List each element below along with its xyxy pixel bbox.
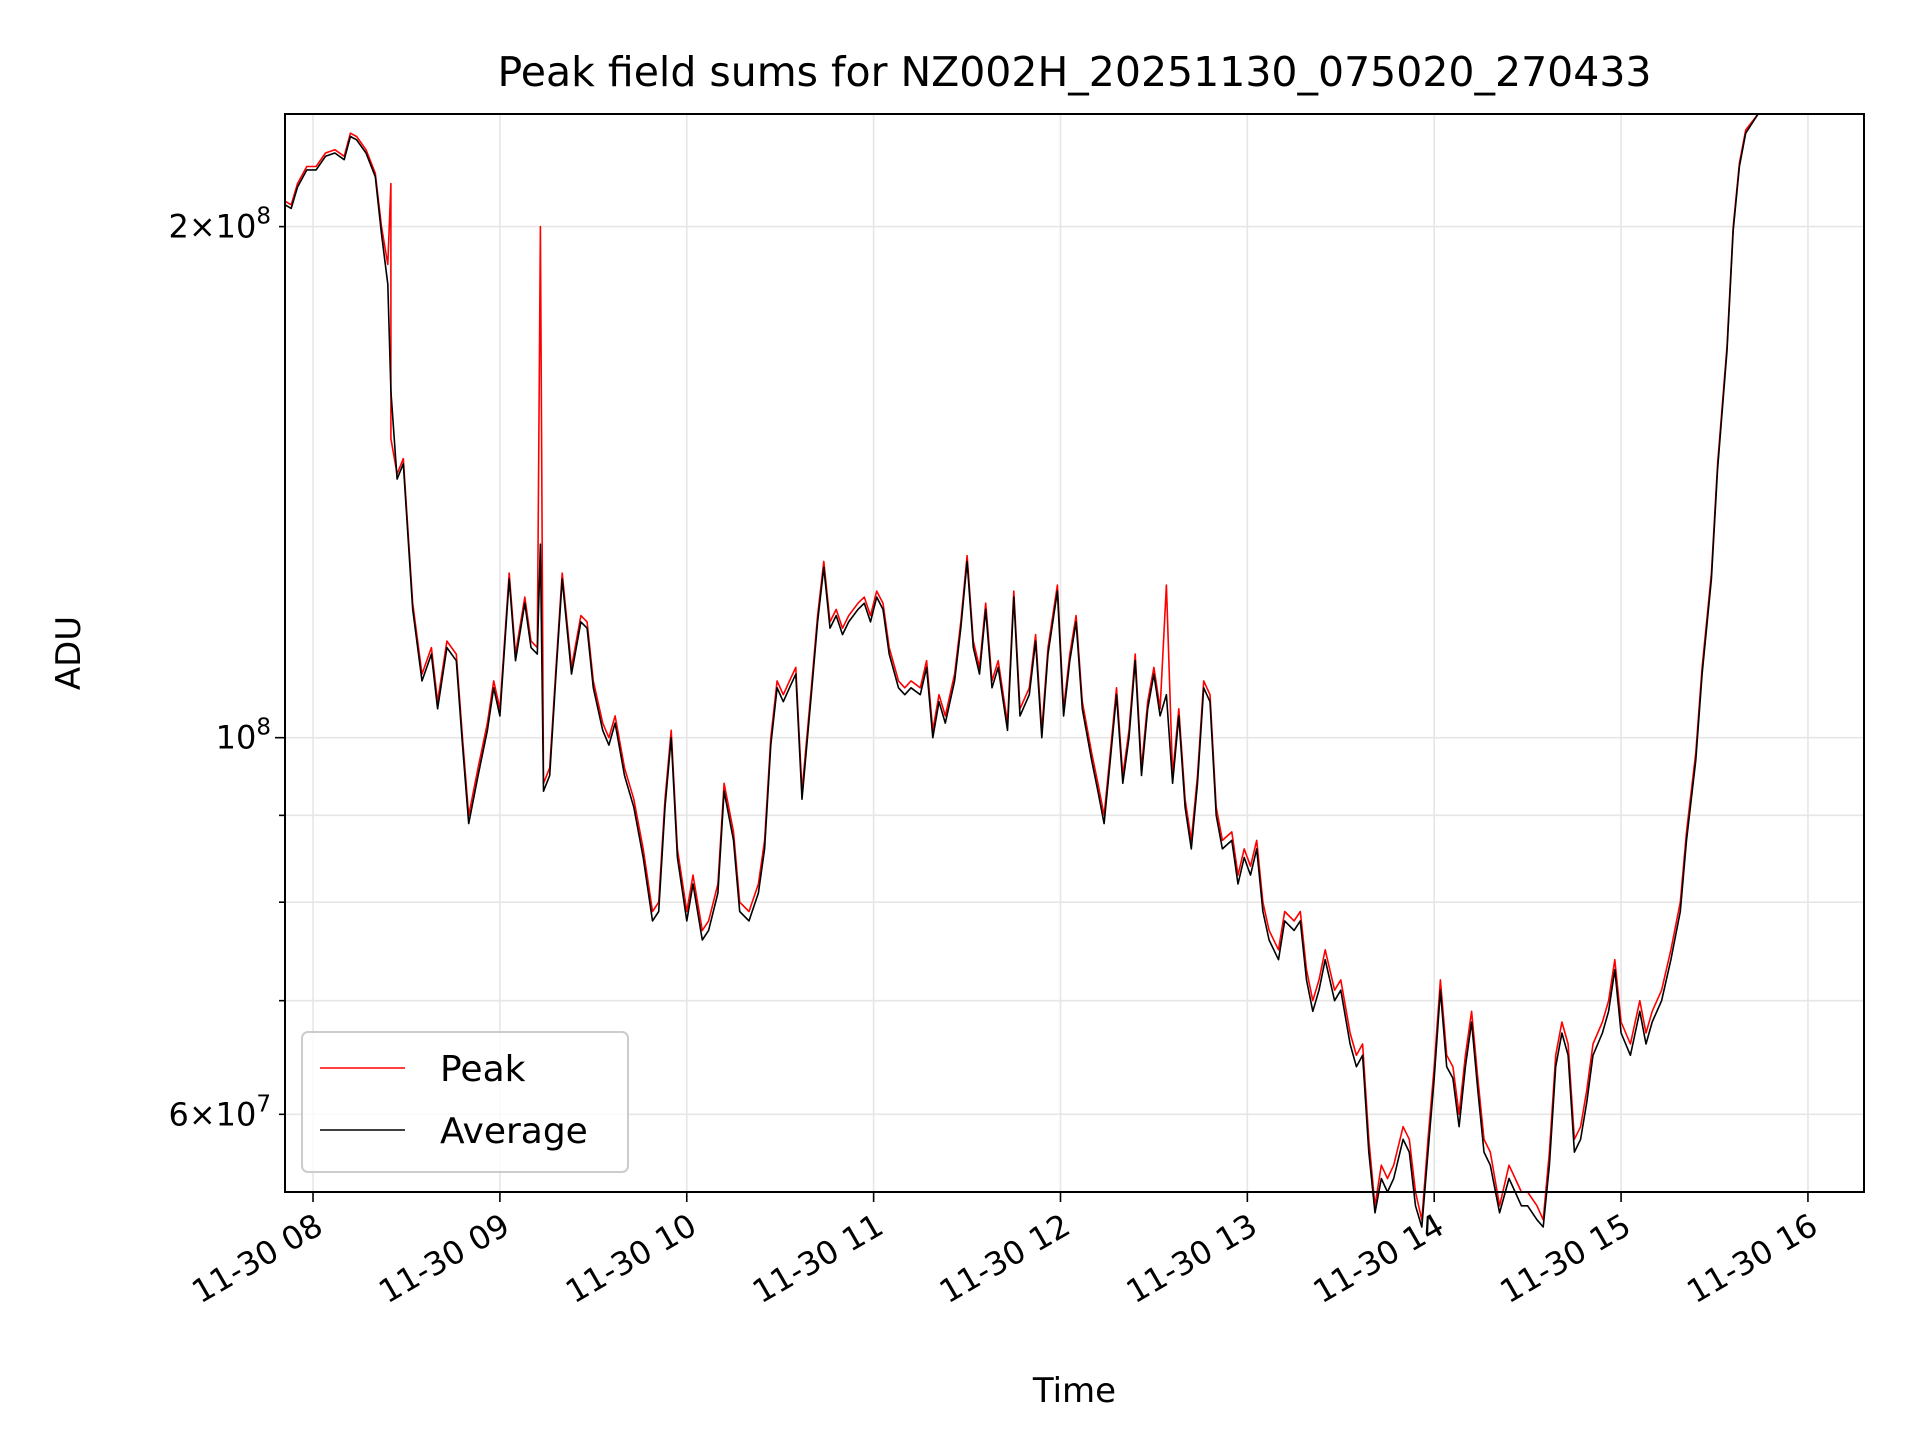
y-tick-exponent: 8 [256,204,271,230]
x-axis-title: Time [1032,1371,1116,1411]
legend-label-peak: Peak [440,1049,526,1090]
y-tick-times: × [189,208,216,246]
plot-frame [284,113,1865,1193]
y-axis-title: ADU [49,616,89,690]
y-tick-label: 6×107 [168,1091,271,1133]
legend: Peak Average [301,1031,629,1173]
legend-box [301,1031,629,1173]
series-line-peak [284,113,1759,1221]
y-tick-label: 2×108 [168,204,271,246]
y-tick-mantissa: 6 [168,1095,188,1133]
y-tick-mantissa: 2 [168,208,188,246]
grid [285,114,1864,1192]
y-tick-times: × [189,1095,216,1133]
y-tick-label: 108 [216,715,271,757]
series-line-average [284,113,1759,1228]
legend-label-average: Average [440,1111,588,1152]
y-tick-exponent: 7 [256,1091,271,1117]
y-tick-base: 10 [216,719,257,757]
y-tick-exponent: 8 [256,715,271,741]
y-tick-base: 10 [216,1095,257,1133]
y-tick-base: 10 [216,208,257,246]
series-layer [284,113,1759,1228]
chart-title: Peak field sums for NZ002H_20251130_0750… [497,48,1651,96]
